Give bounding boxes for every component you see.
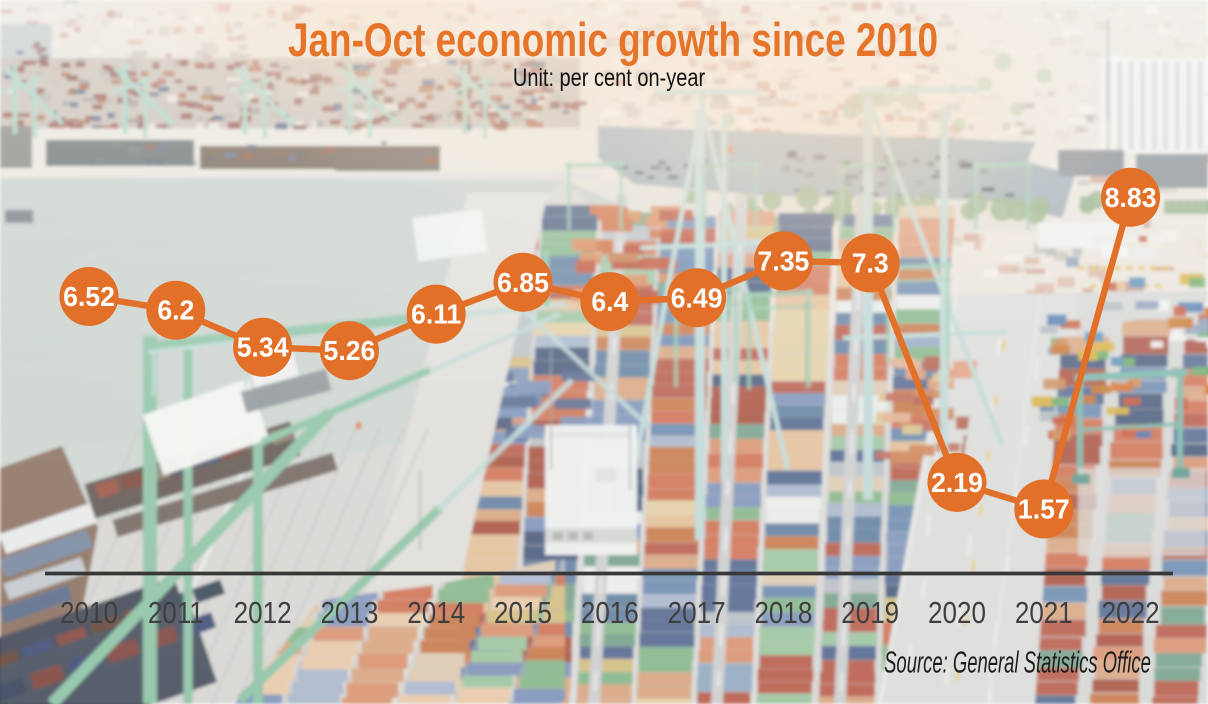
svg-text:1.57: 1.57 [1018,493,1070,525]
svg-text:2019: 2019 [841,596,899,631]
svg-text:8.83: 8.83 [1105,181,1157,213]
svg-text:6.85: 6.85 [497,266,549,298]
svg-text:Unit: per cent on-year: Unit: per cent on-year [513,64,706,92]
svg-text:2017: 2017 [668,596,726,631]
svg-text:2018: 2018 [754,596,812,631]
svg-text:7.3: 7.3 [852,247,889,279]
svg-text:2012: 2012 [234,596,292,631]
svg-text:6.4: 6.4 [591,285,629,317]
svg-text:7.35: 7.35 [758,245,810,277]
svg-text:6.11: 6.11 [411,298,461,330]
svg-text:2016: 2016 [581,596,639,631]
svg-text:6.2: 6.2 [157,294,194,326]
svg-text:Source: General Statistics Off: Source: General Statistics Office [884,646,1151,680]
svg-text:2022: 2022 [1102,596,1160,631]
svg-text:5.34: 5.34 [237,331,290,363]
svg-text:2015: 2015 [494,596,552,631]
svg-text:Jan-Oct economic growth since: Jan-Oct economic growth since 2010 [288,14,938,66]
svg-text:2011: 2011 [148,596,204,631]
svg-text:2.19: 2.19 [931,466,983,498]
svg-text:6.49: 6.49 [671,282,723,314]
svg-text:2020: 2020 [928,596,986,631]
svg-text:2010: 2010 [60,596,118,631]
svg-text:2021: 2021 [1015,596,1073,631]
svg-text:2013: 2013 [320,596,378,631]
svg-text:5.26: 5.26 [324,334,376,366]
svg-text:2014: 2014 [407,596,465,631]
svg-text:6.52: 6.52 [63,280,115,312]
